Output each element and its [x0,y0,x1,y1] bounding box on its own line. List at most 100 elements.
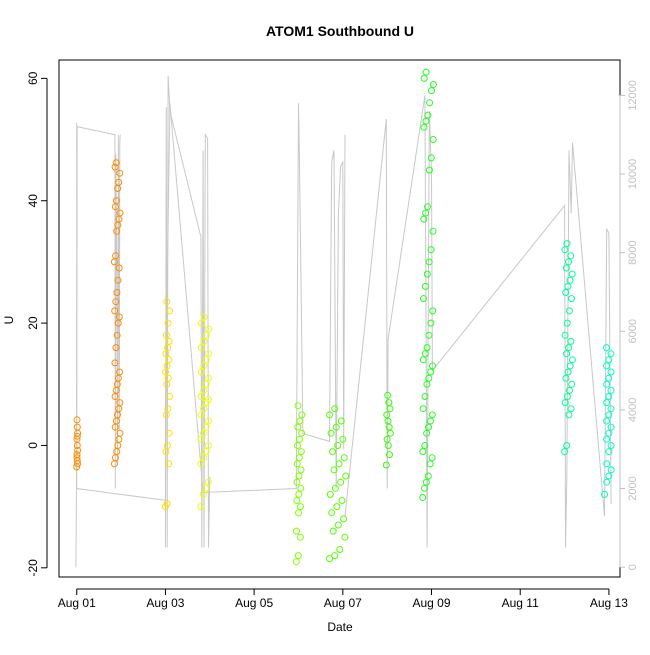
y-tick-label: 60 [26,71,40,85]
data-point [200,454,207,462]
data-point [328,509,336,517]
data-point [565,411,573,419]
x-tick-label: Aug 07 [324,596,362,610]
data-point [326,490,334,498]
data-point [428,411,436,419]
data-point [112,298,120,306]
data-point [331,405,339,413]
data-point [74,446,82,454]
data-point [166,307,174,315]
data-point [205,325,213,333]
data-point [340,515,347,523]
data-point [164,405,172,413]
data-point [112,344,120,352]
data-point [295,490,303,498]
data-point [605,429,613,437]
data-point [425,331,433,339]
data-point [429,136,437,143]
data-point [336,546,344,553]
data-point [115,178,123,186]
data-point [205,350,213,358]
data-point [426,460,434,468]
x-tick-label: Aug 03 [146,596,184,610]
data-point [115,405,123,413]
data-point [113,331,121,339]
data-point [566,276,574,284]
data-point [163,298,171,306]
x-tick-label: Aug 11 [502,596,539,610]
data-point [421,484,428,492]
data-point [200,313,208,321]
data-point [607,442,615,449]
data-point [202,380,210,388]
data-point [605,411,613,419]
data-point [197,344,205,352]
data-point [427,368,435,376]
data-point [561,331,569,339]
data-point [162,411,170,419]
data-point [561,448,569,456]
data-point [294,402,302,410]
data-point [607,386,615,394]
data-point [197,435,205,443]
data-point [420,215,428,223]
data-point [202,356,210,364]
data-point [202,423,210,431]
y-axis-label: U [2,316,16,325]
data-point [205,374,213,382]
data-point [420,74,428,82]
data-point [603,478,611,486]
data-point [428,454,436,462]
data-point [113,448,121,456]
data-point [429,362,436,370]
data-point [112,386,120,394]
data-point [383,411,391,419]
data-point [326,411,334,419]
point-group [73,68,615,566]
data-point [386,451,393,459]
data-point [605,356,613,364]
data-point [605,393,613,400]
data-point [329,448,336,456]
data-point [421,393,429,400]
data-point [607,423,615,431]
data-point [603,417,611,425]
data-point [326,555,333,563]
data-point [421,282,429,290]
data-point [424,472,432,480]
data-point [293,497,301,504]
x-tick-label: Aug 05 [235,596,273,610]
data-point [607,466,615,474]
data-point [562,289,570,296]
y2-tick-label: 0 [627,564,639,570]
data-point [563,442,571,449]
data-point [562,374,570,382]
data-point [429,81,437,88]
data-point [116,399,124,407]
data-point [115,435,123,443]
data-point [296,533,304,541]
y-tick-label: 0 [26,442,40,449]
data-point [295,454,303,462]
y2-tick-label: 10000 [627,159,639,190]
data-point [295,509,302,517]
data-point [293,478,301,486]
data-point [111,163,119,171]
y-tick-label: -20 [26,559,40,577]
data-point [197,460,205,468]
data-point [199,490,207,498]
data-point [197,393,205,400]
data-point [384,442,392,449]
x-tick-label: Aug 01 [58,596,96,610]
data-point [419,405,427,413]
data-point [329,527,337,535]
data-point [331,484,339,492]
data-point [200,429,207,437]
data-point [294,423,302,431]
data-point [385,399,393,407]
data-point [563,350,571,358]
data-point [422,209,430,217]
data-point [561,399,569,407]
